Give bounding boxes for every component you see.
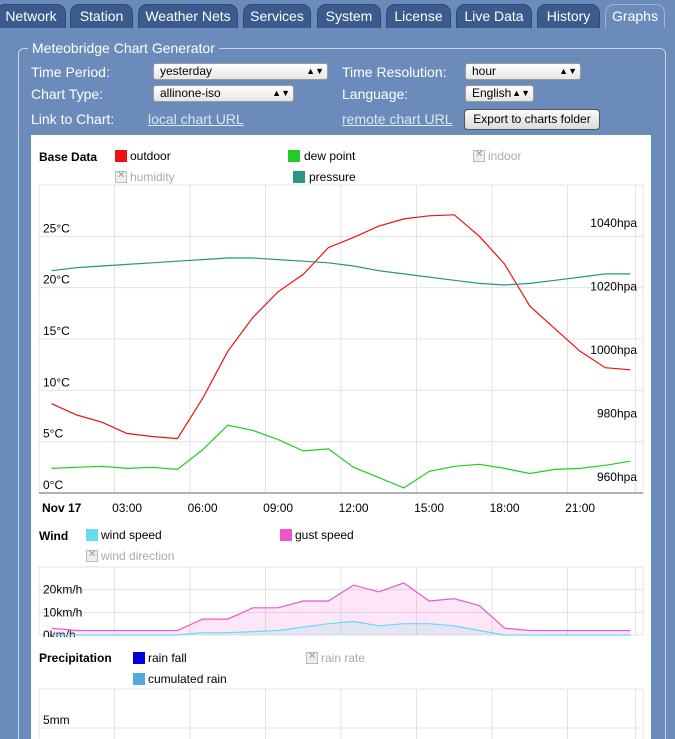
time-resolution-value: hour [472, 64, 497, 78]
y-tick-label: 20km/h [43, 583, 82, 597]
x-tick-label: 06:00 [188, 501, 218, 515]
y-right-tick-label: 1040hpa [590, 216, 637, 230]
series-line-dew-point [51, 424, 631, 489]
language-label: Language: [342, 86, 409, 102]
y-left-tick-label: 0°C [43, 478, 63, 492]
series-line-gust-speed [51, 582, 631, 632]
y-tick-label: 10km/h [43, 605, 82, 619]
time-period-label: Time Period: [31, 64, 110, 80]
gust-speed-legend-label[interactable]: gust speed [295, 528, 354, 542]
base-data-section-title: Base Data [39, 150, 98, 164]
x-tick-label: Nov 17 [42, 501, 82, 515]
tab-live-data[interactable]: Live Data [456, 4, 532, 28]
y-left-tick-label: 25°C [43, 221, 70, 235]
rain-rate-legend-label[interactable]: rain rate [321, 651, 366, 665]
y-left-tick-label: 5°C [43, 427, 63, 441]
time-period-select[interactable]: yesterday ▲▼ [153, 63, 328, 80]
local-chart-url-link[interactable]: local chart URL [148, 111, 244, 127]
language-value: English [472, 86, 512, 100]
wind-direction-disabled-icon[interactable] [86, 549, 98, 562]
pressure-legend-label[interactable]: pressure [309, 170, 356, 184]
dew-point-swatch[interactable] [288, 150, 300, 162]
updown-arrows-icon: ▲▼ [512, 88, 530, 98]
indoor-legend-label[interactable]: indoor [488, 149, 522, 163]
x-tick-label: 18:00 [490, 501, 520, 515]
chart-type-label: Chart Type: [31, 86, 104, 102]
tab-network[interactable]: Network [0, 4, 66, 28]
outdoor-legend-label[interactable]: outdoor [130, 149, 171, 163]
export-button[interactable]: Export to charts folder [464, 109, 600, 130]
wind-direction-legend-label[interactable]: wind direction [101, 549, 175, 563]
y-right-tick-label: 960hpa [597, 470, 637, 484]
y-right-tick-label: 1000hpa [590, 343, 637, 357]
x-tick-label: 09:00 [263, 501, 293, 515]
tab-system[interactable]: System [317, 4, 381, 28]
tab-history[interactable]: History [537, 4, 600, 28]
series-line-outdoor [51, 214, 631, 440]
y-tick-label: 5mm [43, 713, 70, 727]
x-tick-label: 03:00 [112, 501, 142, 515]
wind-speed-legend-label[interactable]: wind speed [101, 528, 162, 542]
series-area-wind-speed [51, 621, 631, 635]
updown-arrows-icon: ▲▼ [272, 88, 290, 98]
tab-graphs[interactable]: Graphs [605, 4, 665, 28]
precipitation-section-title: Precipitation [39, 651, 112, 665]
y-right-tick-label: 1020hpa [590, 280, 637, 294]
tab-bar: Network Station Weather Nets Services Sy… [0, 0, 675, 28]
y-left-tick-label: 15°C [43, 324, 70, 338]
series-line-wind-speed [51, 620, 631, 636]
y-right-tick-label: 980hpa [597, 407, 637, 421]
cumulated-rain-swatch[interactable] [133, 673, 145, 685]
chart-type-select[interactable]: allinone-iso ▲▼ [153, 85, 294, 102]
tab-services[interactable]: Services [243, 4, 311, 28]
humidity-legend-label[interactable]: humidity [130, 170, 175, 184]
time-period-value: yesterday [160, 64, 213, 78]
rain-rate-disabled-icon[interactable] [306, 651, 318, 664]
wind-section-title: Wind [39, 529, 69, 543]
gust-speed-swatch[interactable] [280, 529, 292, 541]
base-data-chart: 25°C 20°C 15°C 10°C 5°C 0°C 1040hpa 1020hpa 1000… [38, 184, 644, 515]
tab-station[interactable]: Station [70, 4, 133, 28]
rain-fall-swatch[interactable] [133, 652, 145, 664]
x-tick-label: 15:00 [414, 501, 444, 515]
x-tick-label: 21:00 [565, 501, 595, 515]
x-tick-label: 12:00 [339, 501, 369, 515]
tab-license[interactable]: License [386, 4, 451, 28]
remote-chart-url-link[interactable]: remote chart URL [342, 111, 453, 127]
wind-speed-swatch[interactable] [86, 529, 98, 541]
pressure-swatch[interactable] [293, 171, 305, 183]
panel-title: Meteobridge Chart Generator [28, 40, 219, 56]
dew-point-legend-label[interactable]: dew point [304, 149, 356, 163]
tab-weather-nets[interactable]: Weather Nets [138, 4, 238, 28]
rain-fall-legend-label[interactable]: rain fall [148, 651, 187, 665]
indoor-disabled-icon[interactable] [473, 149, 485, 162]
y-left-tick-label: 10°C [43, 375, 70, 389]
outdoor-swatch[interactable] [115, 150, 127, 162]
precipitation-chart: 5mm [38, 688, 644, 739]
link-to-chart-label: Link to Chart: [31, 111, 115, 127]
time-resolution-select[interactable]: hour ▲▼ [465, 63, 581, 80]
language-select[interactable]: English ▲▼ [465, 85, 534, 102]
y-tick-label: 0km/h [43, 628, 76, 637]
chart-type-value: allinone-iso [160, 86, 221, 100]
chart-generator-panel [18, 48, 666, 739]
y-left-tick-label: 20°C [43, 273, 70, 287]
updown-arrows-icon: ▲▼ [306, 66, 324, 76]
humidity-disabled-icon[interactable] [115, 170, 127, 183]
updown-arrows-icon: ▲▼ [559, 66, 577, 76]
wind-chart: 20km/h 10km/h 0km/h [38, 566, 644, 637]
series-line-pressure [51, 257, 631, 286]
cumulated-rain-legend-label[interactable]: cumulated rain [148, 672, 227, 686]
time-resolution-label: Time Resolution: [342, 64, 447, 80]
chart-area: Base Data outdoor dew point indoor humid… [31, 135, 651, 739]
